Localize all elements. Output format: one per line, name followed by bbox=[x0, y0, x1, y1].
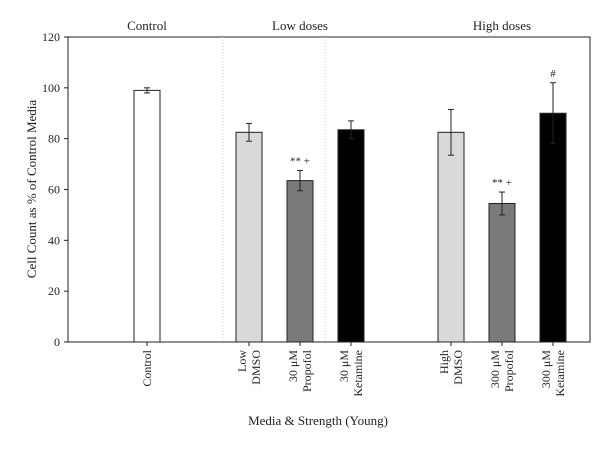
y-tick-label: 80 bbox=[48, 132, 60, 146]
group-label: Control bbox=[127, 18, 167, 33]
significance-label: # bbox=[550, 68, 556, 80]
bar bbox=[539, 112, 567, 343]
category-label-line: Ketamine bbox=[553, 350, 567, 397]
bar bbox=[337, 129, 365, 343]
y-tick-label: 20 bbox=[48, 284, 60, 298]
y-tick-label: 40 bbox=[48, 233, 60, 247]
y-tick-label: 120 bbox=[42, 30, 60, 44]
bar bbox=[286, 180, 314, 343]
y-tick-label: 0 bbox=[54, 335, 60, 349]
category-label: Control bbox=[140, 349, 154, 386]
category-label-line: 300 μM bbox=[488, 350, 502, 388]
category-label: 300 μM Ketamine bbox=[539, 350, 567, 397]
y-axis-label: Cell Count as % of Control Media bbox=[24, 100, 39, 279]
bar bbox=[437, 131, 465, 343]
category-label-line: DMSO bbox=[451, 350, 465, 385]
bar bbox=[235, 131, 263, 343]
category-label-line: Propofol bbox=[502, 349, 516, 392]
category-label: High DMSO bbox=[437, 350, 465, 385]
category-label-line: Ketamine bbox=[351, 350, 365, 397]
category-label-line: High bbox=[437, 350, 451, 374]
significance-label: ** + bbox=[492, 177, 512, 189]
category-label: Low DMSO bbox=[235, 350, 263, 385]
category-label: 30 μM Ketamine bbox=[337, 350, 365, 397]
category-label-line: 30 μM bbox=[286, 350, 300, 382]
x-axis-label: Media & Strength (Young) bbox=[248, 413, 388, 428]
significance-label: ** + bbox=[290, 155, 310, 167]
category-label-line: Low bbox=[235, 350, 249, 372]
category-label-line: Propofol bbox=[300, 349, 314, 392]
bars: ** + ** + # bbox=[133, 68, 567, 343]
y-tick-label: 100 bbox=[42, 81, 60, 95]
group-label: High doses bbox=[473, 18, 531, 33]
category-label-line: 30 μM bbox=[337, 350, 351, 382]
labels: Control Low DMSO 30 μM Propofol 30 μM Ketamine… bbox=[127, 18, 567, 397]
axes: 0 20 40 60 80 100 120 bbox=[42, 30, 591, 349]
category-label: 30 μM Propofol bbox=[286, 349, 314, 392]
bar bbox=[488, 202, 516, 343]
bar bbox=[133, 89, 161, 343]
category-label-line: 300 μM bbox=[539, 350, 553, 388]
category-label-line: Control bbox=[140, 349, 154, 386]
group-label: Low doses bbox=[272, 18, 328, 33]
category-label: 300 μM Propofol bbox=[488, 349, 516, 392]
y-tick-label: 60 bbox=[48, 183, 60, 197]
category-label-line: DMSO bbox=[249, 350, 263, 385]
